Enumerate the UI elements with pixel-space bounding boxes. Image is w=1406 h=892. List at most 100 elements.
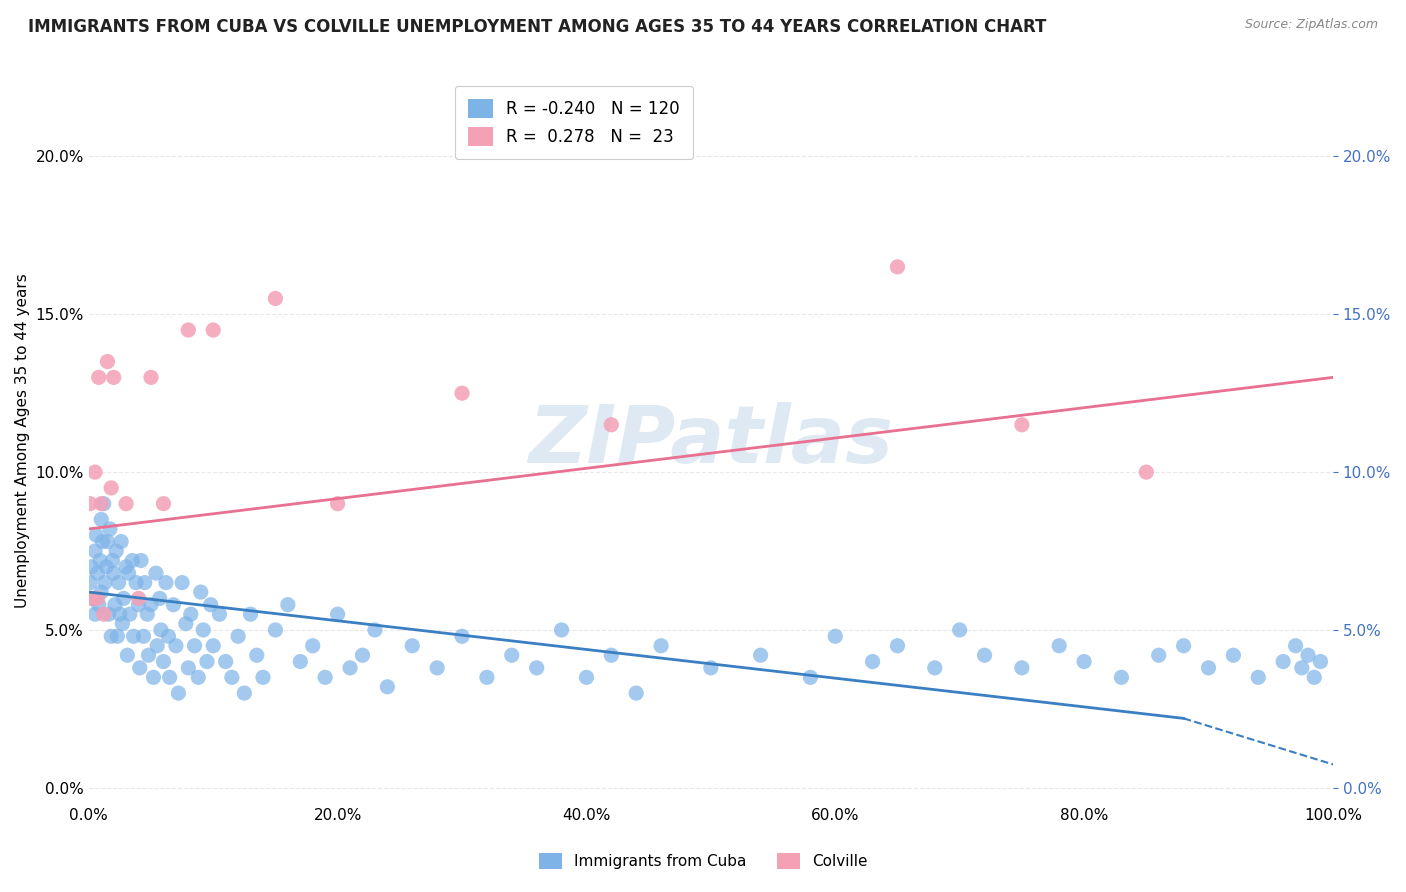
Point: [100, 481, 122, 495]
Point: [1291, 661, 1313, 675]
Point: [96, 534, 118, 549]
Point: [600, 648, 623, 663]
Point: [96, 354, 118, 368]
Point: [326, 607, 349, 622]
Point: [128, 591, 150, 606]
Point: [117, 566, 139, 581]
Point: [252, 670, 274, 684]
Point: [451, 386, 474, 401]
Point: [749, 648, 772, 663]
Point: [187, 670, 209, 684]
Point: [799, 670, 821, 684]
Point: [138, 648, 160, 663]
Point: [115, 559, 138, 574]
Point: [1111, 670, 1133, 684]
Legend: R = -0.240   N = 120, R =  0.278   N =  23: R = -0.240 N = 120, R = 0.278 N = 23: [454, 86, 693, 160]
Point: [526, 661, 548, 675]
Point: [118, 607, 141, 622]
Point: [165, 639, 187, 653]
Point: [1147, 648, 1170, 663]
Point: [1047, 639, 1070, 653]
Legend: Immigrants from Cuba, Colville: Immigrants from Cuba, Colville: [533, 847, 873, 875]
Point: [426, 661, 449, 675]
Point: [80, 559, 103, 574]
Point: [862, 655, 884, 669]
Point: [103, 370, 125, 384]
Point: [105, 544, 128, 558]
Point: [107, 575, 129, 590]
Point: [90, 585, 112, 599]
Point: [93, 607, 115, 622]
Point: [190, 585, 212, 599]
Point: [177, 323, 200, 337]
Point: [886, 639, 908, 653]
Point: [301, 639, 323, 653]
Point: [159, 670, 181, 684]
Point: [139, 370, 162, 384]
Point: [208, 607, 231, 622]
Point: [1272, 655, 1295, 669]
Point: [326, 497, 349, 511]
Point: [475, 670, 498, 684]
Point: [264, 623, 287, 637]
Point: [314, 670, 336, 684]
Point: [1222, 648, 1244, 663]
Point: [96, 559, 118, 574]
Point: [107, 629, 129, 643]
Point: [86, 591, 108, 606]
Point: [401, 639, 423, 653]
Point: [87, 598, 110, 612]
Point: [193, 623, 215, 637]
Point: [142, 670, 165, 684]
Point: [98, 522, 121, 536]
Point: [451, 629, 474, 643]
Point: [91, 534, 114, 549]
Point: [167, 686, 190, 700]
Point: [152, 497, 174, 511]
Point: [79, 497, 101, 511]
Point: [1011, 661, 1033, 675]
Point: [136, 607, 159, 622]
Point: [1284, 639, 1306, 653]
Point: [174, 616, 197, 631]
Point: [501, 648, 523, 663]
Point: [111, 616, 134, 631]
Point: [364, 623, 387, 637]
Text: Source: ZipAtlas.com: Source: ZipAtlas.com: [1244, 18, 1378, 31]
Point: [277, 598, 299, 612]
Point: [172, 575, 194, 590]
Point: [352, 648, 374, 663]
Point: [1135, 465, 1157, 479]
Point: [79, 575, 101, 590]
Point: [149, 591, 172, 606]
Point: [226, 629, 249, 643]
Point: [700, 661, 723, 675]
Point: [1309, 655, 1331, 669]
Point: [89, 553, 111, 567]
Point: [128, 661, 150, 675]
Point: [146, 639, 169, 653]
Point: [103, 566, 125, 581]
Point: [90, 497, 112, 511]
Point: [202, 639, 225, 653]
Point: [1303, 670, 1326, 684]
Text: IMMIGRANTS FROM CUBA VS COLVILLE UNEMPLOYMENT AMONG AGES 35 TO 44 YEARS CORRELAT: IMMIGRANTS FROM CUBA VS COLVILLE UNEMPLO…: [28, 18, 1046, 36]
Point: [1198, 661, 1220, 675]
Point: [162, 598, 184, 612]
Point: [200, 598, 222, 612]
Point: [824, 629, 846, 643]
Point: [97, 607, 120, 622]
Point: [122, 629, 145, 643]
Point: [90, 512, 112, 526]
Point: [290, 655, 312, 669]
Point: [129, 553, 152, 567]
Point: [246, 648, 269, 663]
Point: [132, 629, 155, 643]
Point: [339, 661, 361, 675]
Point: [650, 639, 672, 653]
Point: [115, 497, 138, 511]
Point: [93, 497, 115, 511]
Point: [87, 370, 110, 384]
Point: [886, 260, 908, 274]
Point: [112, 591, 135, 606]
